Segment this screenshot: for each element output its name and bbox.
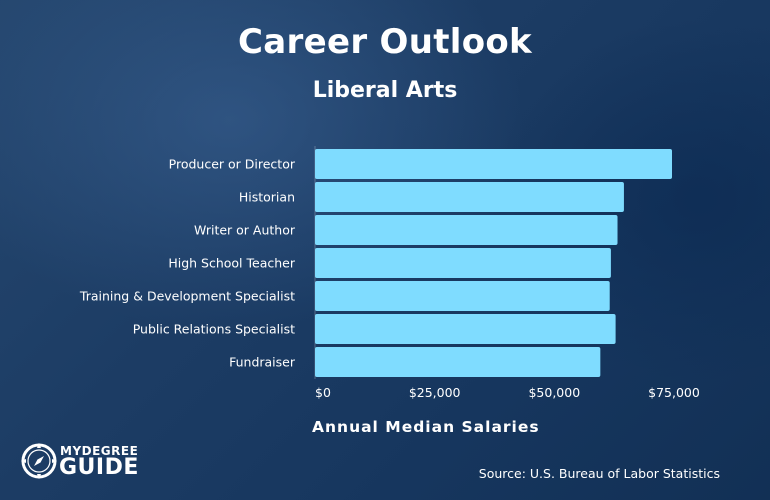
source-note: Source: U.S. Bureau of Labor Statistics xyxy=(478,466,720,481)
category-label-3: High School Teacher xyxy=(168,256,296,271)
x-tick-label-1: $25,000 xyxy=(409,385,461,400)
x-tick-label-3: $75,000 xyxy=(648,385,700,400)
site-logo[interactable]: MYDEGREE GUIDE xyxy=(20,441,145,483)
x-tick-label-0: $0 xyxy=(315,385,331,400)
category-label-6: Fundraiser xyxy=(229,355,296,370)
category-label-1: Historian xyxy=(239,190,295,205)
bar-2 xyxy=(315,215,618,245)
bar-6 xyxy=(315,347,601,377)
bar-3 xyxy=(315,248,611,278)
x-axis-label: Annual Median Salaries xyxy=(312,418,540,436)
chart-title: Career Outlook xyxy=(238,22,532,62)
logo-text-bottom: GUIDE xyxy=(59,455,139,480)
bar-4 xyxy=(315,281,610,311)
bar-5 xyxy=(315,314,616,344)
category-label-0: Producer or Director xyxy=(169,157,296,172)
category-label-5: Public Relations Specialist xyxy=(133,322,295,337)
x-tick-label-2: $50,000 xyxy=(528,385,580,400)
bar-0 xyxy=(315,149,672,179)
bar-1 xyxy=(315,182,624,212)
category-label-4: Training & Development Specialist xyxy=(79,289,295,304)
compass-icon xyxy=(21,443,57,479)
chart-subtitle: Liberal Arts xyxy=(312,78,458,103)
category-label-2: Writer or Author xyxy=(194,223,296,238)
logo-text-top: MYDEGREE xyxy=(60,444,139,458)
